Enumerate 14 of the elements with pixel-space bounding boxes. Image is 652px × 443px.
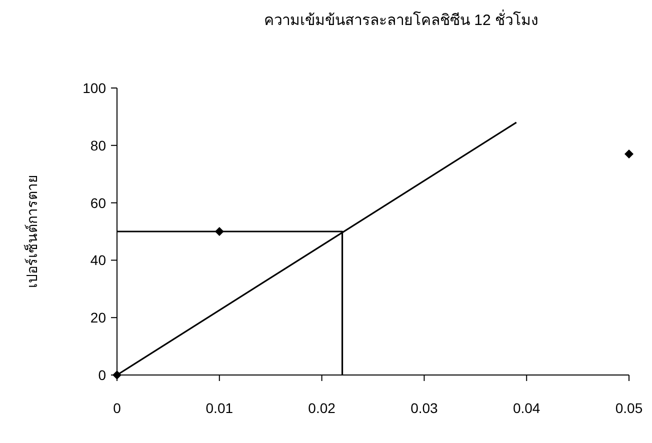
y-tick-label: 60 — [90, 194, 106, 211]
y-tick-label: 0 — [98, 367, 106, 383]
x-tick-label: 0.04 — [512, 400, 540, 416]
x-tick-label: 0 — [113, 400, 122, 416]
x-tick-label: 0.01 — [206, 400, 234, 416]
chart-title: ความเข้มข้นสารละลายโคลชิซีน 12 ชั่วโมง — [264, 9, 538, 29]
x-tick-label: 0.02 — [308, 400, 336, 416]
x-tick-label: 0.03 — [410, 400, 438, 416]
y-tick-label: 20 — [90, 310, 106, 326]
y-axis-title: เปอร์เซ็นต์การตาย — [23, 175, 40, 288]
y-tick-label: 40 — [90, 252, 106, 268]
x-tick-label: 0.05 — [615, 400, 643, 416]
y-tick-label: 100 — [82, 80, 106, 96]
y-tick-label: 80 — [90, 137, 106, 154]
